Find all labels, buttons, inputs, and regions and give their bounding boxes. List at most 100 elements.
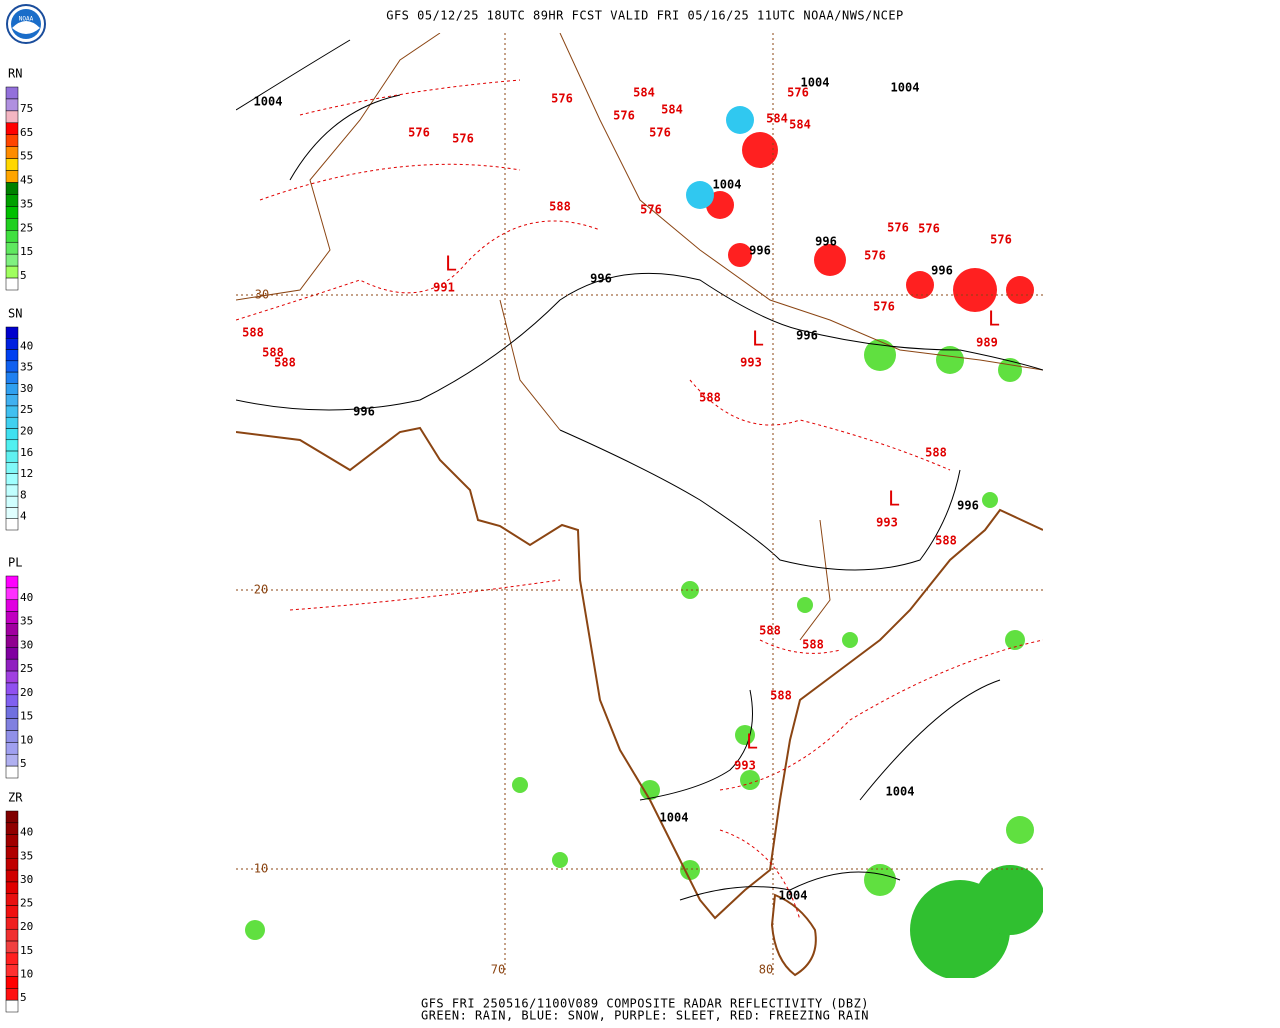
legend-swatch — [5, 394, 19, 407]
low-symbol: L — [988, 307, 1000, 331]
legend-label: 55 — [20, 150, 33, 163]
height-label: 576 — [990, 233, 1012, 247]
legend-swatch — [5, 893, 19, 906]
low-symbol: L — [445, 252, 457, 276]
coastline — [770, 893, 817, 977]
legend-swatch — [5, 507, 19, 519]
height-label: 576 — [787, 86, 809, 100]
isobar-label: 1004 — [891, 81, 920, 95]
height-label: 576 — [408, 126, 430, 140]
legend-label: 12 — [20, 467, 33, 480]
legend-swatch — [5, 428, 19, 441]
height-label: 576 — [551, 92, 573, 106]
legend-swatch — [5, 122, 19, 136]
legend-swatch — [5, 858, 19, 871]
precip-cell — [681, 581, 699, 599]
legend-swatch — [5, 846, 19, 859]
isobar-label: 1004 — [779, 889, 808, 903]
isobar-label: 996 — [815, 235, 837, 249]
height-label: 588 — [549, 200, 571, 214]
legend-label: 35 — [20, 615, 33, 628]
height-label: 588 — [262, 346, 284, 360]
legend-label: 30 — [20, 873, 33, 886]
legend-label: 30 — [20, 382, 33, 395]
footer-line: GFS FRI 250516/1100V089 COMPOSITE RADAR … — [421, 997, 869, 1011]
legend-swatch — [5, 647, 19, 660]
height-label: 584 — [633, 86, 655, 100]
legend-label: 15 — [20, 245, 33, 258]
legend-label: 20 — [20, 920, 33, 933]
title: GFS 05/12/25 18UTC 89HR FCST VALID FRI 0… — [386, 9, 904, 23]
legend-swatch — [5, 928, 19, 942]
legend-label: 40 — [20, 826, 33, 839]
legend-swatch — [5, 439, 19, 452]
legend-swatch — [5, 658, 19, 672]
lat-label: 10 — [254, 862, 268, 876]
legend-swatch — [5, 518, 19, 531]
isobar-label: 1004 — [713, 178, 742, 192]
isobar-label: 1004 — [886, 785, 915, 799]
legend-swatch — [5, 682, 19, 696]
legend-swatch — [5, 241, 19, 255]
legend-label: 10 — [20, 968, 33, 981]
legend-swatch — [5, 86, 19, 100]
legend-label: 35 — [20, 849, 33, 862]
isobar — [236, 39, 1043, 901]
legend-swatch — [5, 940, 19, 954]
precip-cell — [552, 852, 568, 868]
precip-cell — [998, 358, 1022, 382]
height-label: 584 — [661, 103, 683, 117]
legend-label: 10 — [20, 733, 33, 746]
legend-label: 40 — [20, 339, 33, 352]
precip-cell — [797, 597, 813, 613]
lat-label: 30 — [255, 288, 269, 302]
low-symbol: L — [888, 487, 900, 511]
precip-cell — [953, 268, 997, 312]
height-label: 588 — [242, 326, 264, 340]
height-contour — [236, 79, 1043, 921]
height-label: 588 — [759, 624, 781, 638]
precip-cell — [726, 106, 754, 134]
legend-swatch — [5, 905, 19, 918]
legend-swatch — [5, 917, 19, 930]
precip-cell — [982, 492, 998, 508]
legend-label: 75 — [20, 102, 33, 115]
legend-swatch — [5, 495, 19, 508]
legend-label: 45 — [20, 174, 33, 187]
legend-swatch — [5, 881, 19, 895]
legend-swatch — [5, 230, 19, 243]
legend-swatch — [5, 718, 19, 731]
height-label: 576 — [452, 132, 474, 146]
precip-cell — [680, 860, 700, 880]
legend-swatch — [5, 371, 19, 384]
height-label: 588 — [925, 446, 947, 460]
isobar-label: 1004 — [254, 95, 283, 109]
legend-swatch — [5, 623, 19, 636]
precip-cell — [512, 777, 528, 793]
legend-label: 8 — [20, 488, 27, 501]
legend-label: 5 — [20, 269, 27, 282]
low-symbol: L — [752, 327, 764, 351]
legend-swatch — [5, 869, 19, 883]
legend-swatch — [5, 730, 19, 743]
legend-swatch — [5, 277, 19, 291]
height-label: 588 — [274, 356, 296, 370]
legend-swatch — [5, 182, 19, 195]
height-label: 576 — [918, 222, 940, 236]
legend-swatch — [5, 976, 19, 989]
height-label: 576 — [613, 109, 635, 123]
height-label: 576 — [887, 221, 909, 235]
footer-line: GREEN: RAIN, BLUE: SNOW, PURPLE: SLEET, … — [421, 1009, 869, 1023]
legend-swatch — [5, 765, 19, 779]
border — [236, 33, 1043, 641]
logo-text: NOAA — [19, 16, 34, 23]
legend-swatch — [5, 416, 19, 429]
legend-label: 35 — [20, 361, 33, 374]
precipitation — [245, 106, 1043, 978]
legend-swatch — [5, 170, 19, 183]
low-pressure: 993 — [740, 356, 762, 370]
legend-swatch — [5, 587, 19, 601]
legend-label: 5 — [20, 991, 27, 1004]
height-label: 584 — [766, 112, 788, 126]
